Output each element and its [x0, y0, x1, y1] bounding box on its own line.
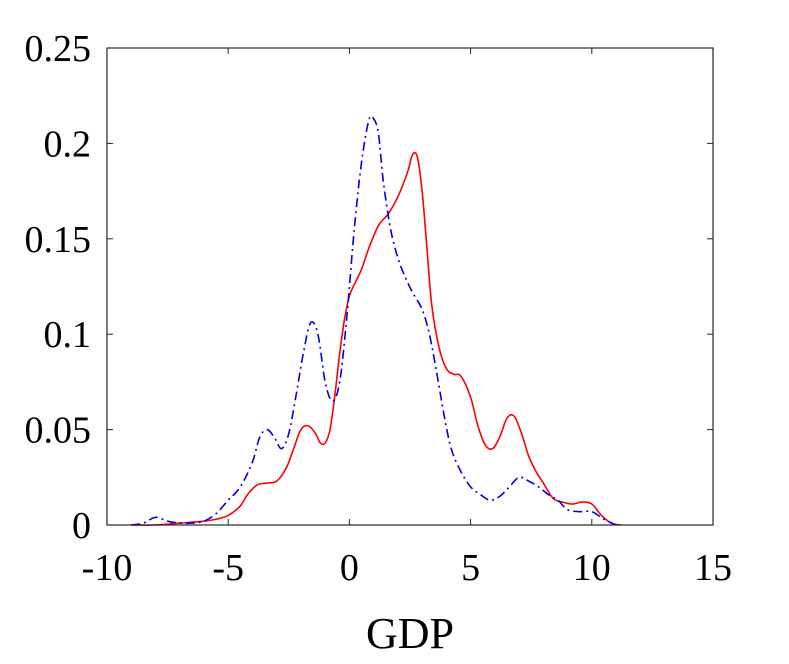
y-tick-label: 0.25 — [25, 28, 92, 70]
y-tick-label: 0.1 — [44, 314, 92, 356]
y-tick-label: 0.05 — [25, 410, 92, 452]
y-tick-label: 0.2 — [44, 123, 92, 165]
x-tick-label: -10 — [82, 547, 133, 589]
series-line-2 — [131, 115, 617, 526]
tick-layer: -10 -5 0 5 10 15 0 0.05 0.1 0.15 0.2 0.25 — [25, 28, 733, 589]
x-tick-label: 10 — [573, 547, 611, 589]
series-layer — [131, 115, 622, 526]
x-axis-title: GDP — [366, 609, 454, 658]
x-tick-label: 15 — [694, 547, 732, 589]
x-tick-label: -5 — [212, 547, 244, 589]
series-line-1 — [131, 151, 622, 526]
x-tick-label: 0 — [340, 547, 359, 589]
plot-frame — [106, 47, 714, 526]
y-tick-label: 0.15 — [25, 219, 92, 261]
y-tick-label: 0 — [72, 505, 91, 547]
x-tick-label: 5 — [461, 547, 480, 589]
